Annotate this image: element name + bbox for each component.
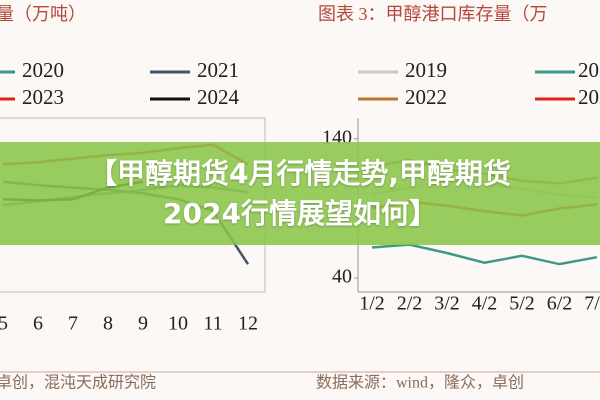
- x-tick-label: 5: [0, 313, 8, 335]
- x-tick-label: 2/2: [397, 293, 423, 315]
- legend-label: 2022: [405, 85, 447, 109]
- legend-label: 2021: [197, 58, 239, 82]
- left-footer: 卓创，混沌天成研究院: [0, 374, 156, 392]
- x-tick-label: 4/2: [472, 293, 498, 315]
- right-footer: 数据来源：wind，隆众，卓创: [316, 374, 524, 392]
- x-tick-label: 5/2: [509, 293, 535, 315]
- x-tick-label: 11: [203, 313, 222, 335]
- left-header: 量（万吨）: [0, 4, 86, 24]
- y-tick-label: 40: [332, 266, 352, 288]
- x-tick-label: 6: [33, 313, 43, 335]
- legend-label: 2020: [578, 58, 600, 82]
- x-tick-label: 9: [138, 313, 148, 335]
- x-tick-label: 10: [168, 313, 188, 335]
- x-tick-label: 1/2: [359, 293, 385, 315]
- legend-label: 2024: [197, 85, 240, 109]
- x-tick-label: 3/2: [434, 293, 460, 315]
- legend-label: 2019: [405, 58, 447, 82]
- banner: 【甲醇期货4月行情走势,甲醇期货2024行情展望如何】: [0, 142, 600, 245]
- x-tick-label: 12: [238, 313, 258, 335]
- x-tick-label: 7/2: [584, 293, 600, 315]
- x-tick-label: 7: [68, 313, 78, 335]
- x-tick-label: 8: [103, 313, 113, 335]
- legend-label: 2023: [578, 85, 600, 109]
- series-line: [371, 243, 598, 266]
- legend-label: 2020: [22, 58, 64, 82]
- x-tick-label: 6/2: [547, 293, 573, 315]
- banner-title: 【甲醇期货4月行情走势,甲醇期货2024行情展望如何】: [88, 156, 512, 230]
- right-header: 图表 3：甲醇港口库存量（万: [318, 4, 548, 24]
- legend-label: 2023: [22, 85, 64, 109]
